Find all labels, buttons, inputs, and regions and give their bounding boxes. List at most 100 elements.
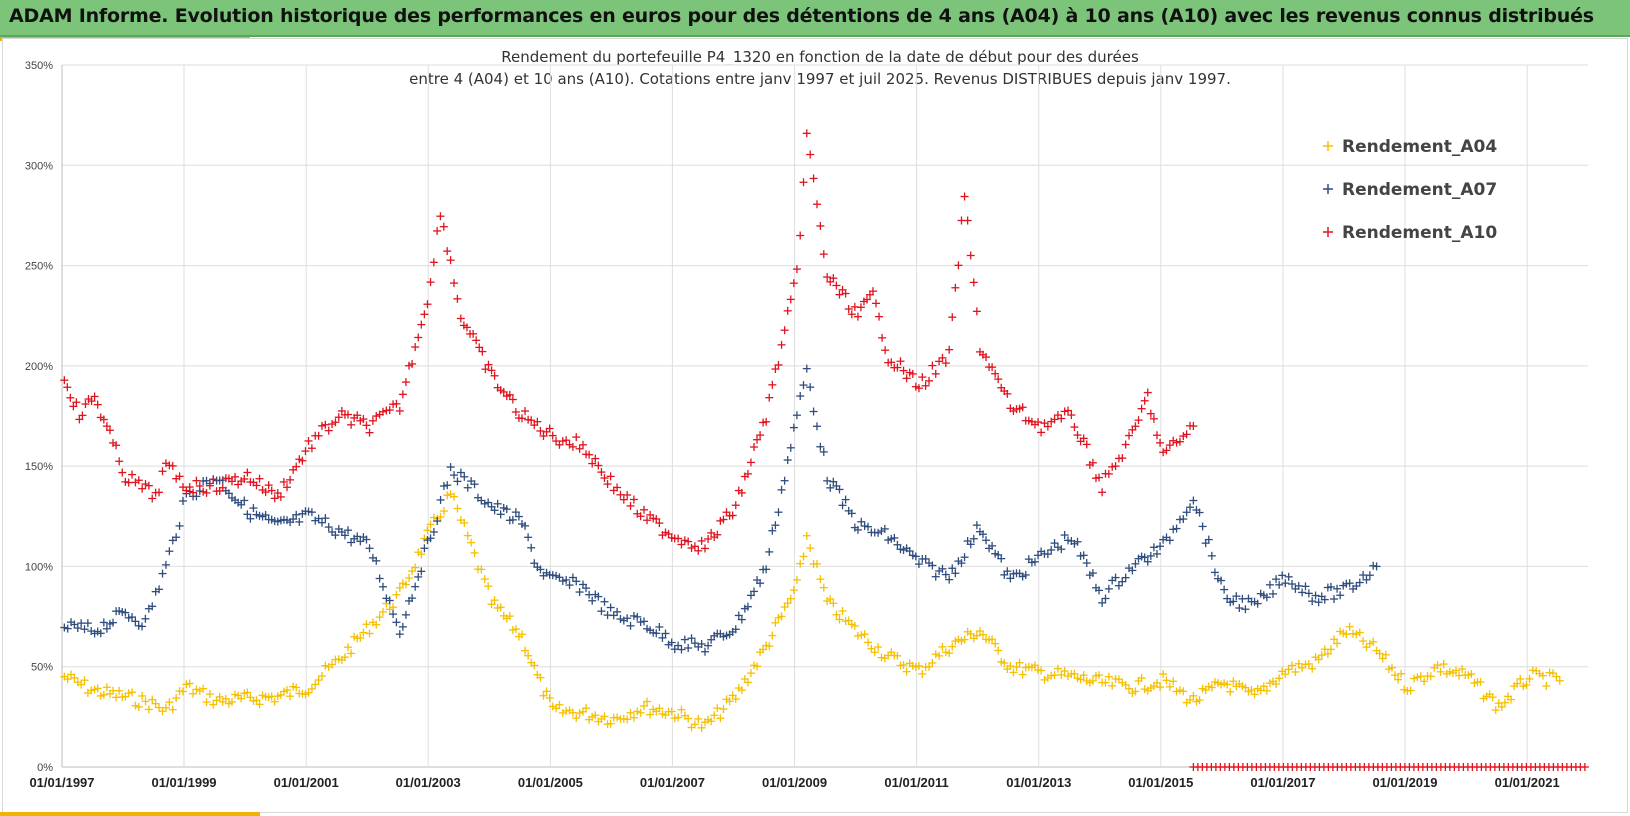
- data-point: [517, 630, 526, 639]
- data-point: [1298, 588, 1307, 597]
- data-point: [362, 421, 371, 430]
- data-point: [477, 565, 486, 574]
- data-point: [1207, 683, 1216, 692]
- data-point: [928, 561, 937, 570]
- data-point: [475, 343, 484, 352]
- data-point: [972, 521, 981, 530]
- data-point: [777, 485, 786, 494]
- data-point: [1088, 458, 1097, 467]
- data-point: [812, 422, 821, 431]
- x-tick-label: 01/01/2013: [1006, 775, 1071, 790]
- data-point: [77, 619, 86, 628]
- data-point: [344, 410, 353, 419]
- data-point: [408, 594, 417, 603]
- data-point: [470, 480, 479, 489]
- data-point: [1088, 569, 1097, 578]
- data-point: [911, 552, 920, 561]
- data-point: [626, 621, 635, 630]
- data-point: [719, 515, 728, 524]
- data-point: [1156, 542, 1165, 551]
- data-point: [307, 684, 316, 693]
- data-point: [450, 471, 459, 480]
- data-point: [378, 582, 387, 591]
- data-point: [536, 426, 545, 435]
- data-point: [623, 490, 632, 499]
- data-point: [694, 546, 703, 555]
- data-point: [707, 528, 716, 537]
- data-point: [436, 512, 445, 521]
- data-point: [77, 680, 86, 689]
- data-point: [1314, 598, 1323, 607]
- data-point: [249, 504, 258, 513]
- data-point: [902, 374, 911, 383]
- data-point: [597, 468, 606, 477]
- data-point: [600, 597, 609, 606]
- data-point: [680, 635, 689, 644]
- data-point: [806, 544, 815, 553]
- data-point: [812, 200, 821, 209]
- data-point: [756, 431, 765, 440]
- data-point: [493, 499, 502, 508]
- data-point: [1095, 586, 1104, 595]
- data-point: [1003, 567, 1012, 576]
- data-point: [768, 380, 777, 389]
- data-point: [1040, 419, 1049, 428]
- data-point: [378, 407, 387, 416]
- data-point: [490, 506, 499, 515]
- legend-label: Rendement_A10: [1342, 223, 1497, 243]
- data-point: [215, 692, 224, 701]
- data-point: [896, 357, 905, 366]
- data-point: [626, 501, 635, 510]
- data-point: [684, 714, 693, 723]
- data-point: [1064, 672, 1073, 681]
- data-point: [690, 639, 699, 648]
- data-point: [385, 406, 394, 415]
- data-point: [966, 540, 975, 549]
- data-point: [786, 443, 795, 452]
- data-point: [395, 630, 404, 639]
- data-point: [81, 400, 90, 409]
- data-point: [1179, 687, 1188, 696]
- data-point: [99, 618, 108, 627]
- data-point: [317, 518, 326, 527]
- data-point: [874, 528, 883, 537]
- data-point: [609, 611, 618, 620]
- data-point: [1159, 448, 1168, 457]
- data-point: [1355, 628, 1364, 637]
- data-point: [1507, 695, 1516, 704]
- data-point: [453, 504, 462, 513]
- data-point: [585, 450, 594, 459]
- data-point: [1294, 581, 1303, 590]
- data-point: [1359, 571, 1368, 580]
- data-point: [948, 642, 957, 651]
- data-point: [969, 534, 978, 543]
- data-point: [572, 433, 581, 442]
- y-tick-label: 200%: [25, 361, 53, 373]
- data-point: [372, 412, 381, 421]
- data-point: [417, 320, 426, 329]
- data-point: [555, 700, 564, 709]
- data-point: [480, 575, 489, 584]
- data-point: [700, 544, 709, 553]
- data-point: [414, 572, 423, 581]
- data-point: [175, 521, 184, 530]
- data-point: [826, 483, 835, 492]
- data-point: [1018, 670, 1027, 679]
- data-point: [633, 612, 642, 621]
- data-point: [368, 416, 377, 425]
- data-point: [408, 359, 417, 368]
- data-point: [484, 498, 493, 507]
- data-point: [606, 603, 615, 612]
- data-point: [1079, 551, 1088, 560]
- data-point: [426, 278, 435, 287]
- data-point: [331, 531, 340, 540]
- data-point: [172, 694, 181, 703]
- data-point: [405, 574, 414, 583]
- data-point: [1018, 403, 1027, 412]
- data-point: [1330, 635, 1339, 644]
- data-point: [328, 660, 337, 669]
- data-point: [1162, 676, 1171, 685]
- data-point: [725, 697, 734, 706]
- data-point: [613, 607, 622, 616]
- data-point: [652, 629, 661, 638]
